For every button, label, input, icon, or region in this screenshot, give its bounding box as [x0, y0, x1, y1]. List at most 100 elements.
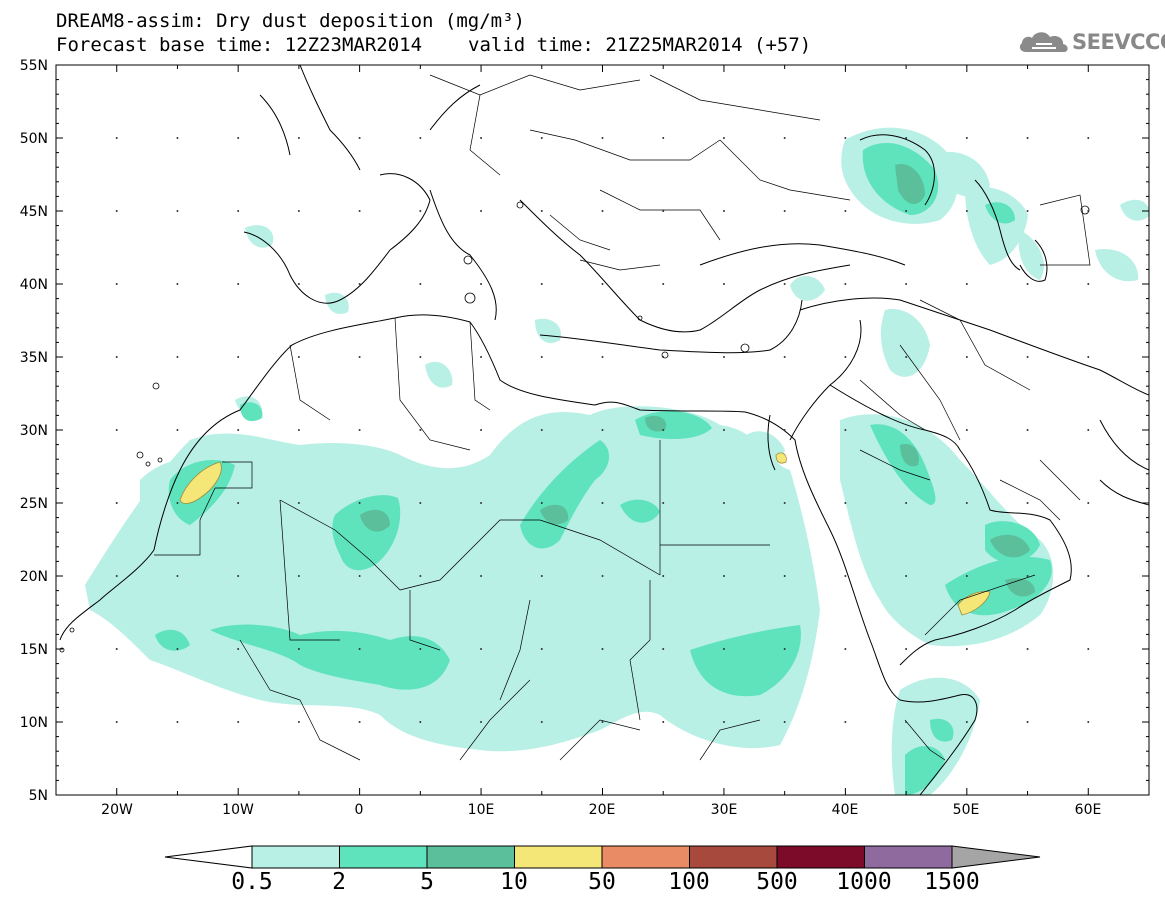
colorbar-swatch	[601, 845, 690, 869]
grid-dot	[297, 721, 300, 723]
grid-dot	[905, 137, 908, 139]
grid-dot	[540, 721, 543, 723]
colorbar-swatch	[514, 845, 603, 869]
lon-label-50e: 50E	[953, 802, 980, 818]
grid-dot	[176, 502, 179, 504]
grid-dot	[1087, 283, 1090, 285]
grid-dot	[783, 575, 786, 577]
colorbar-swatch	[776, 845, 865, 869]
grid-dot	[662, 210, 665, 212]
colorbar-label: 1500	[924, 869, 980, 895]
grid-dot	[722, 575, 725, 577]
grid-dot	[965, 502, 968, 504]
grid-dot	[1087, 137, 1090, 139]
grid-dot	[176, 721, 179, 723]
grid-dot	[480, 429, 483, 431]
grid-dot	[844, 502, 847, 504]
grid-dot	[783, 721, 786, 723]
lon-label-40e: 40E	[832, 802, 859, 818]
grid-dot	[540, 356, 543, 358]
grid-dot	[965, 648, 968, 650]
grid-dot	[783, 356, 786, 358]
grid-dot	[905, 502, 908, 504]
axis-ticks	[55, 64, 1150, 796]
grid-dot	[297, 283, 300, 285]
lat-label-25n: 25N	[20, 496, 48, 512]
grid-dot	[601, 502, 604, 504]
grid-dot	[965, 575, 968, 577]
grid-dots	[115, 137, 1090, 723]
grid-dot	[1087, 210, 1090, 212]
grid-dot	[965, 283, 968, 285]
colorbar-label: 100	[668, 869, 710, 895]
grid-dot	[844, 575, 847, 577]
colorbar-label: 10	[500, 869, 528, 895]
grid-dot	[540, 502, 543, 504]
lat-label-20n: 20N	[20, 569, 48, 585]
cloud-icon	[1019, 32, 1068, 52]
grid-dot	[905, 648, 908, 650]
grid-dot	[1026, 721, 1029, 723]
grid-dot	[1087, 502, 1090, 504]
grid-dot	[783, 137, 786, 139]
valid-time: valid time: 21Z25MAR2014 (+57)	[468, 34, 812, 56]
lat-labels: 55N 50N 45N 40N 35N 30N 25N 20N 15N 10N …	[20, 58, 48, 804]
colorbar	[164, 845, 1041, 869]
grid-dot	[237, 356, 240, 358]
grid-dot	[480, 210, 483, 212]
grid-dot	[297, 648, 300, 650]
grid-dot	[297, 210, 300, 212]
grid-dot	[176, 648, 179, 650]
grid-dot	[176, 283, 179, 285]
lon-label-20w: 20W	[101, 802, 133, 818]
grid-dot	[115, 283, 118, 285]
grid-dot	[297, 137, 300, 139]
grid-dot	[601, 356, 604, 358]
grid-dot	[905, 210, 908, 212]
colorbar-swatches	[251, 845, 953, 869]
grid-dot	[662, 356, 665, 358]
grid-dot	[176, 429, 179, 431]
grid-dot	[722, 356, 725, 358]
lon-label-20e: 20E	[589, 802, 616, 818]
grid-dot	[783, 210, 786, 212]
lat-label-30n: 30N	[20, 423, 48, 439]
grid-dot	[844, 648, 847, 650]
colorbar-left-arrow	[164, 845, 253, 869]
lon-labels: 20W 10W 0 10E 20E 30E 40E 50E 60E	[101, 802, 1101, 818]
grid-dot	[115, 721, 118, 723]
grid-dot	[237, 283, 240, 285]
lon-label-60e: 60E	[1075, 802, 1102, 818]
grid-dot	[905, 721, 908, 723]
grid-dot	[601, 283, 604, 285]
grid-dot	[176, 210, 179, 212]
grid-dot	[1026, 648, 1029, 650]
grid-dot	[844, 429, 847, 431]
grid-dot	[783, 502, 786, 504]
grid-dot	[722, 137, 725, 139]
grid-dot	[176, 137, 179, 139]
grid-dot	[419, 137, 422, 139]
grid-dot	[540, 283, 543, 285]
forecast-base-time: Forecast base time: 12Z23MAR2014	[56, 34, 423, 56]
grid-dot	[662, 575, 665, 577]
grid-dot	[419, 429, 422, 431]
grid-dot	[237, 648, 240, 650]
grid-dot	[662, 137, 665, 139]
lat-label-15n: 15N	[20, 642, 48, 658]
dust-shading-light	[85, 127, 1149, 795]
grid-dot	[905, 575, 908, 577]
grid-dot	[419, 356, 422, 358]
grid-dot	[722, 502, 725, 504]
colorbar-swatch	[339, 845, 428, 869]
grid-dot	[662, 502, 665, 504]
colorbar-label: 0.5	[231, 869, 273, 895]
colorbar-swatch	[251, 845, 340, 869]
grid-dot	[783, 648, 786, 650]
grid-dot	[844, 721, 847, 723]
grid-dot	[722, 210, 725, 212]
grid-dot	[419, 283, 422, 285]
time-info: Forecast base time: 12Z23MAR2014 valid ti…	[56, 36, 811, 55]
colorbar-label: 500	[756, 869, 798, 895]
grid-dot	[297, 429, 300, 431]
